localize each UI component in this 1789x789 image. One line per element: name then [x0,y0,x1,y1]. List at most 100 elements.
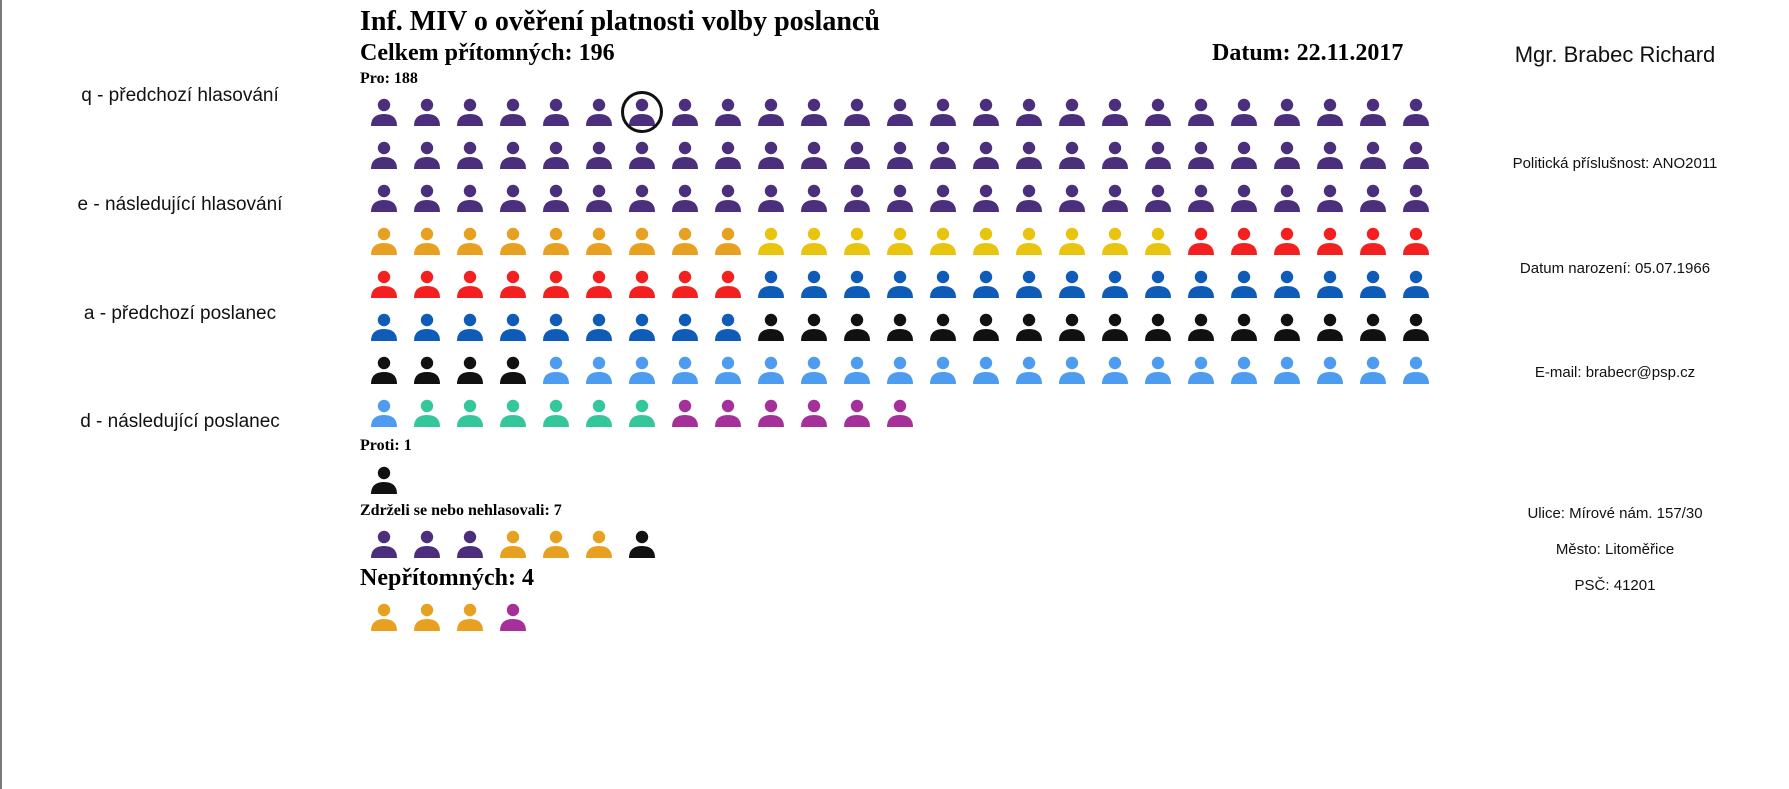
deputy-person-icon [1394,305,1437,348]
deputy-party: Politická příslušnost: ANO2011 [1512,155,1718,172]
deputy-person-icon [1394,262,1437,305]
deputy-person-icon [663,391,706,434]
deputy-person-icon [534,176,577,219]
deputy-person-icon [964,262,1007,305]
hint-next-vote: e - následující hlasování [77,194,283,215]
deputy-person-icon [1179,133,1222,176]
deputy-person-icon [1265,262,1308,305]
deputy-person-icon [1308,219,1351,262]
deputy-person-icon [405,133,448,176]
deputy-city: Město: Litoměřice [1555,541,1675,558]
deputy-person-icon [405,348,448,391]
deputy-person-icon [1265,176,1308,219]
deputy-person-icon [1007,305,1050,348]
deputy-person-icon [663,133,706,176]
deputy-person-icon [1050,348,1093,391]
deputy-person-icon [835,219,878,262]
deputy-person-icon [1351,305,1394,348]
deputy-person-icon [491,133,534,176]
proti-label: Proti: 1 [360,437,412,454]
deputy-person-icon [1050,176,1093,219]
deputy-person-icon [749,219,792,262]
deputy-person-icon [405,522,448,565]
deputy-person-icon [620,133,663,176]
deputy-person-icon [921,305,964,348]
deputy-person-icon [706,133,749,176]
deputy-person-icon [1351,176,1394,219]
deputy-person-icon [1394,133,1437,176]
deputy-person-icon [878,348,921,391]
deputy-person-icon [706,90,749,133]
deputy-person-icon [362,262,405,305]
deputy-person-icon [1222,176,1265,219]
deputy-person-icon [448,595,491,638]
deputy-person-icon [1179,90,1222,133]
deputy-person-icon [1093,133,1136,176]
deputy-person-icon [1050,305,1093,348]
deputy-person-icon [491,595,534,638]
deputy-person-icon [1093,176,1136,219]
deputy-person-icon [964,348,1007,391]
deputy-person-icon [835,176,878,219]
deputy-person-icon [1093,305,1136,348]
deputy-person-icon [1308,348,1351,391]
deputy-person-icon [448,262,491,305]
present-count: Celkem přítomných: 196 [360,40,615,66]
deputy-person-icon [534,348,577,391]
deputy-person-icon [491,522,534,565]
deputy-person-icon [620,305,663,348]
deputy-person-icon [663,305,706,348]
deputy-email: E-mail: brabecr@psp.cz [1534,364,1696,381]
deputy-person-icon [1351,348,1394,391]
deputy-person-icon [1222,348,1265,391]
deputy-person-icon [921,348,964,391]
deputy-person-icon [405,176,448,219]
deputy-person-icon [1093,219,1136,262]
deputy-person-icon [1093,262,1136,305]
deputy-person-icon [921,176,964,219]
deputy-person-icon [749,305,792,348]
hint-previous-vote: q - předchozí hlasování [81,85,279,106]
deputy-person-icon [405,595,448,638]
deputy-person-icon [1308,133,1351,176]
deputy-person-icon [448,133,491,176]
deputy-person-icon [1308,262,1351,305]
deputy-person-icon [534,219,577,262]
deputy-person-icon [663,90,706,133]
deputy-person-icon [878,391,921,434]
deputy-person-icon [792,133,835,176]
deputy-person-icon [1222,90,1265,133]
deputy-person-icon [792,262,835,305]
pro-grid [362,90,1437,434]
deputy-person-icon [1394,176,1437,219]
deputy-person-icon [534,133,577,176]
deputy-person-icon [405,90,448,133]
absent-label: Nepřítomných: 4 [360,565,534,591]
deputy-person-icon [620,219,663,262]
deputy-person-icon [1050,219,1093,262]
deputy-person-icon [706,348,749,391]
selected-deputy-person-icon [620,90,663,133]
deputy-person-icon [1136,133,1179,176]
deputy-person-icon [1351,219,1394,262]
deputy-person-icon [577,176,620,219]
deputy-person-icon [1265,133,1308,176]
deputy-person-icon [577,305,620,348]
deputy-person-icon [491,348,534,391]
deputy-person-icon [792,176,835,219]
deputy-person-icon [491,176,534,219]
deputy-person-icon [1265,348,1308,391]
deputy-person-icon [1007,219,1050,262]
deputy-person-icon [362,458,405,501]
deputy-person-icon [1179,348,1222,391]
deputy-person-icon [1308,176,1351,219]
deputy-person-icon [405,391,448,434]
deputy-person-icon [1308,305,1351,348]
deputy-person-icon [577,133,620,176]
deputy-person-icon [1265,90,1308,133]
deputy-person-icon [835,133,878,176]
deputy-person-icon [1222,305,1265,348]
deputy-person-icon [620,348,663,391]
deputy-person-icon [964,305,1007,348]
deputy-person-icon [1222,219,1265,262]
